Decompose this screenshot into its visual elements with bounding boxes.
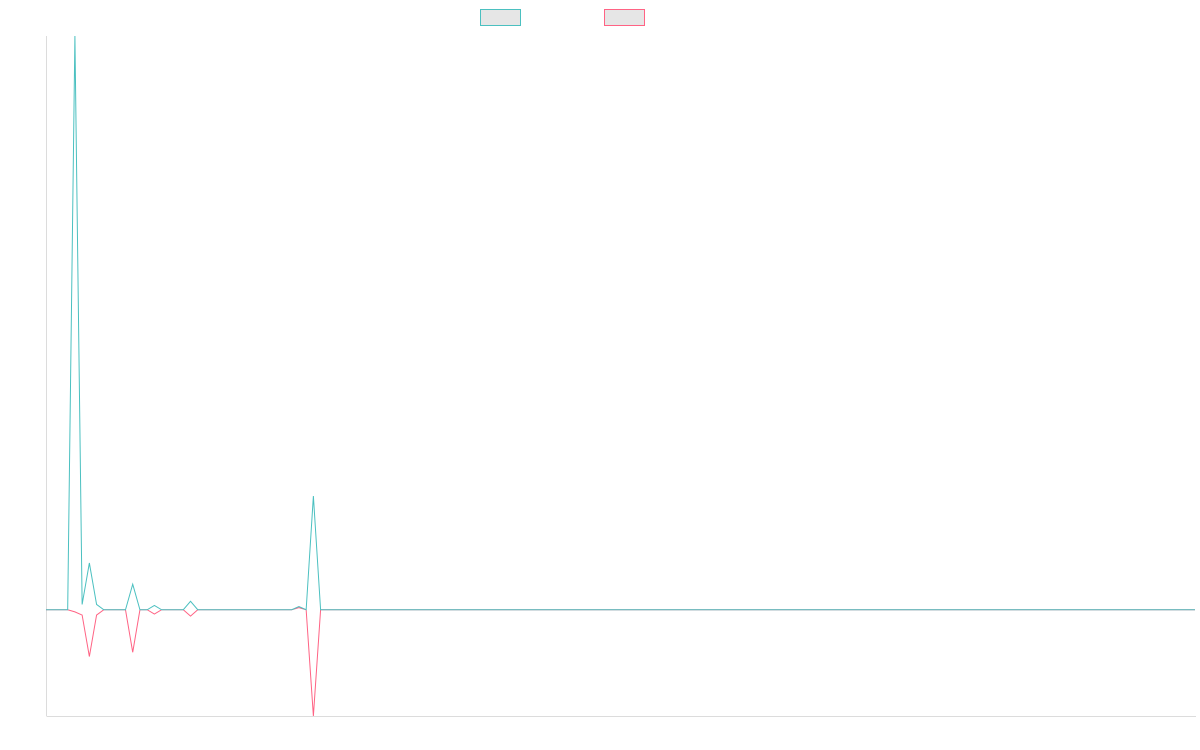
legend[interactable] — [480, 9, 645, 26]
legend-swatch-2[interactable] — [604, 9, 645, 26]
series-line-2 — [46, 607, 1195, 717]
legend-swatch-1[interactable] — [480, 9, 521, 26]
plot-area — [46, 35, 1195, 717]
series-line-1 — [46, 35, 1195, 611]
